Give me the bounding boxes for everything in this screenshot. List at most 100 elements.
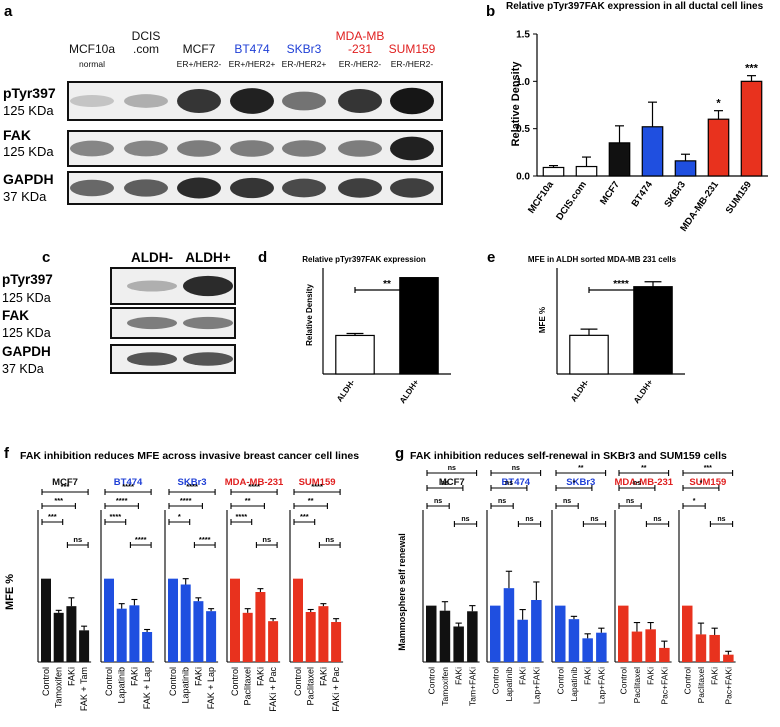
blot-a-row1-band xyxy=(338,140,382,157)
bar xyxy=(129,605,140,662)
panel-letter-b: b xyxy=(486,3,495,20)
panel-c-western-blot: ALDH- ALDH+ pTyr397 125 KDa FAK 125 KDa GAPDH 3… xyxy=(2,250,236,376)
significance-mark: **** xyxy=(311,482,323,491)
bar xyxy=(142,632,153,662)
chart-title: FAK inhibition reduces self-renewal in S… xyxy=(410,450,727,462)
x-tick-label: FAKi xyxy=(454,667,464,685)
x-tick-label: FAKi xyxy=(710,667,720,685)
x-tick-label: FAK + Tam xyxy=(79,667,89,711)
x-tick-label: Tamoxifen xyxy=(440,667,450,706)
significance-mark: **** xyxy=(180,496,192,505)
bar xyxy=(568,619,580,662)
significance-mark: * xyxy=(573,480,576,487)
bar xyxy=(740,80,763,177)
bar xyxy=(180,584,191,662)
significance-mark: **** xyxy=(199,535,211,544)
bar xyxy=(695,634,707,662)
lane-label: BT474 xyxy=(234,42,270,56)
significance-mark: **** xyxy=(110,512,122,521)
bar xyxy=(555,605,566,662)
group-label: SUM159 xyxy=(689,477,726,488)
significance-mark: ns xyxy=(563,498,571,505)
significance-mark: ** xyxy=(383,279,391,290)
significance-mark: ns xyxy=(505,480,513,487)
bar xyxy=(517,619,528,662)
bar xyxy=(582,638,593,662)
bar xyxy=(79,630,90,662)
bar xyxy=(53,612,64,662)
blot-a-row1-band xyxy=(390,136,434,161)
x-tick-label: MCF10a xyxy=(526,179,556,216)
group-label: MCF7 xyxy=(52,477,78,488)
significance-mark: **** xyxy=(613,279,629,290)
blot-c-row0-band xyxy=(183,275,233,297)
significance-mark: **** xyxy=(236,512,248,521)
x-tick-label: Lap+FAKi xyxy=(531,667,541,704)
significance-mark: ** xyxy=(578,465,584,472)
bar xyxy=(335,334,375,375)
significance-mark: ** xyxy=(245,496,251,505)
significance-mark: * xyxy=(693,498,696,505)
panel-a-western-blot: MCF10a normal DCIS.com MCF7 ER+/HER2- BT474 ER… xyxy=(3,29,443,205)
bar xyxy=(531,600,542,662)
lane-label: DCIS xyxy=(132,29,161,43)
x-tick-label: Control xyxy=(682,667,692,695)
blot-a-row1-band xyxy=(282,140,326,157)
x-tick-label: Control xyxy=(490,667,500,695)
lane-label: SKBr3 xyxy=(287,42,322,56)
panel-f-grouped-bar-chart: FAK inhibition reduces MFE across invasi… xyxy=(4,450,359,712)
significance-mark: ns xyxy=(73,535,82,544)
x-tick-label: Lapatinib xyxy=(504,667,514,702)
bar xyxy=(682,605,693,662)
x-tick-label: ALDH- xyxy=(335,378,357,404)
y-axis-label: MFE % xyxy=(4,574,16,610)
bar xyxy=(331,622,342,662)
blot-row-label: GAPDH xyxy=(3,171,54,187)
x-tick-label: ALDH+ xyxy=(398,378,421,405)
x-tick-label: FAKi xyxy=(646,667,656,685)
bar xyxy=(453,626,464,662)
significance-mark: *** xyxy=(704,465,712,472)
bar xyxy=(633,286,673,375)
blot-row-mw: 125 KDa xyxy=(3,144,54,159)
significance-mark: ns xyxy=(633,480,641,487)
bar xyxy=(305,612,316,662)
blot-row-label: FAK xyxy=(3,127,31,143)
significance-mark: *** xyxy=(300,512,309,521)
blot-row-mw: 37 KDa xyxy=(3,189,47,204)
chart-title: FAK inhibition reduces MFE across invasi… xyxy=(20,450,359,462)
x-tick-label: Control xyxy=(293,667,303,696)
bar xyxy=(503,588,515,662)
blot-a-row0-band xyxy=(177,88,221,114)
y-axis-label: Relative Density xyxy=(510,61,522,147)
x-tick-label: Paclitaxel xyxy=(306,667,316,706)
lane-label: SUM159 xyxy=(389,42,436,56)
bar xyxy=(723,654,734,662)
blot-c-row1-band xyxy=(183,316,233,330)
y-axis-label: Relative Density xyxy=(305,284,314,346)
x-tick-label: BT474 xyxy=(630,179,656,209)
bar xyxy=(618,605,629,662)
significance-mark: ns xyxy=(590,516,598,523)
x-tick-label: SKBr3 xyxy=(662,179,688,209)
blot-row-label: GAPDH xyxy=(2,344,51,359)
x-tick-label: Pac+FAKi xyxy=(723,667,733,705)
y-axis-label: MFE % xyxy=(538,307,547,333)
group-label: MCF7 xyxy=(439,477,465,488)
significance-mark: ns xyxy=(717,516,725,523)
significance-mark: ns xyxy=(626,498,634,505)
significance-mark: * xyxy=(700,480,703,487)
bar xyxy=(116,608,127,662)
lane-sublabel: ER+/HER2+ xyxy=(229,59,276,69)
x-tick-label: FAKi xyxy=(129,667,139,686)
lane-label-line2: .com xyxy=(133,42,159,56)
group-label: BT474 xyxy=(114,477,143,488)
significance-mark: ns xyxy=(461,516,469,523)
lane-label: ALDH- xyxy=(131,250,173,265)
panel-letter-e: e xyxy=(487,249,495,266)
x-tick-label: Paclitaxel xyxy=(696,667,706,703)
blot-row-label: pTyr397 xyxy=(2,272,53,287)
x-tick-label: Control xyxy=(426,667,436,695)
significance-mark: *** xyxy=(745,63,759,75)
